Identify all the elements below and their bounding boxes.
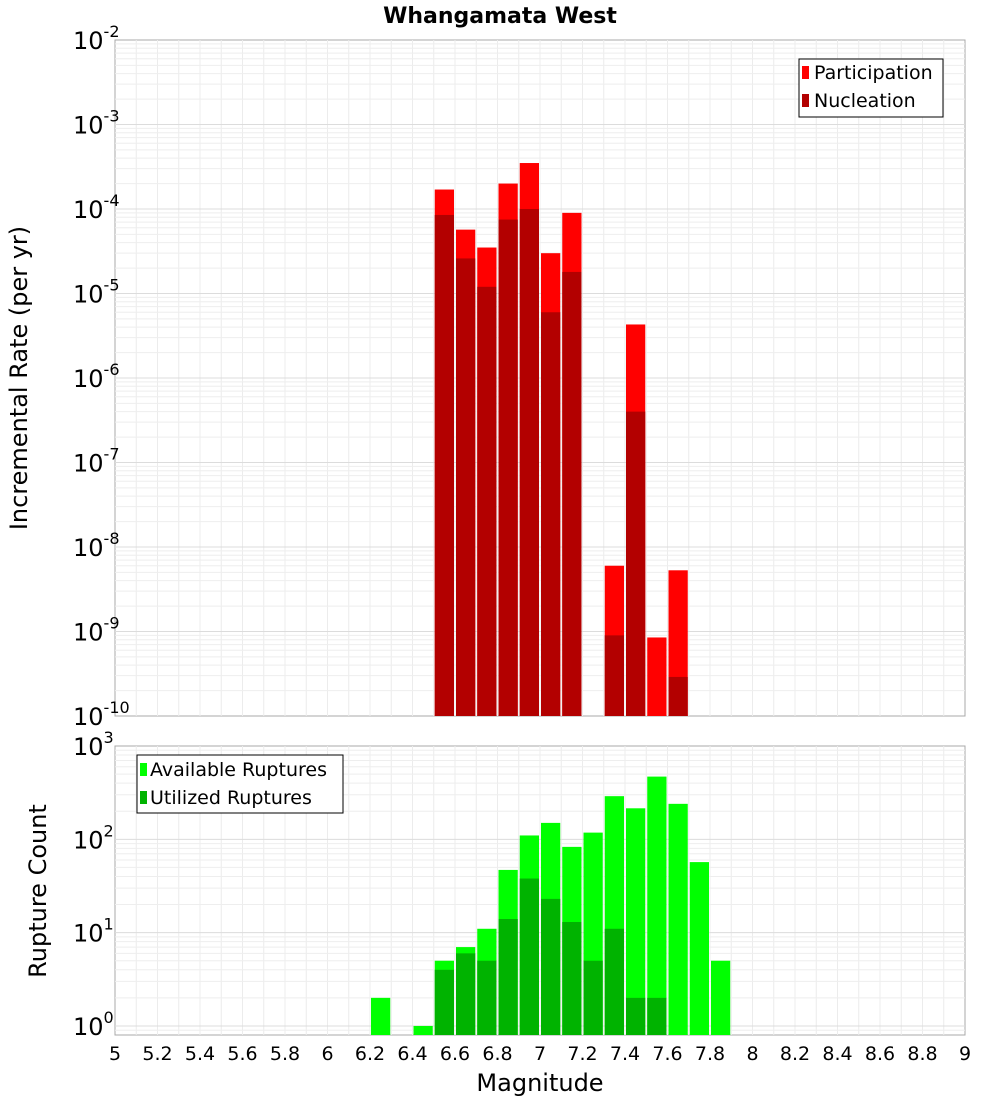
legend-label-nucleation: Nucleation xyxy=(814,90,916,112)
x-tick-label: 5.4 xyxy=(185,1043,215,1065)
bar-nucleation xyxy=(541,312,561,716)
bar-utilized-ruptures xyxy=(477,960,497,1035)
bar-utilized-ruptures xyxy=(498,919,518,1035)
x-tick-label: 7.4 xyxy=(610,1043,640,1065)
y-tick-label: 101 xyxy=(73,915,114,948)
x-tick-labels: 5 5.2 5.4 5.6 5.8 6 6.2 6.4 6.6 6.8 7 7.2 7.4 7.6 7.8 8… xyxy=(109,1043,971,1065)
y-tick-label: 10-3 xyxy=(73,107,120,140)
bar-utilized-ruptures xyxy=(541,898,561,1035)
x-axis-label: Magnitude xyxy=(476,1069,603,1097)
top-chart: 10-10 10-9 10-8 10-7 10-6 10-5 10-4 10-3 10-2 In… xyxy=(5,22,966,731)
y-tick-label: 10-9 xyxy=(73,614,120,647)
bar-utilized-ruptures xyxy=(626,997,646,1035)
bar-nucleation xyxy=(668,676,688,716)
bottom-chart: 100 101 102 103 5 5.2 5.4 5.6 5.8 6 6.2 6.4 6.6 6.8 7… xyxy=(24,728,971,1097)
bar-nucleation xyxy=(604,635,624,716)
x-tick-label: 5 xyxy=(109,1043,121,1065)
bar-nucleation xyxy=(477,286,497,716)
legend-swatch-utilized xyxy=(140,791,147,804)
bottom-legend-box xyxy=(136,754,344,814)
bar-available-ruptures xyxy=(413,1025,433,1035)
x-tick-label: 6.6 xyxy=(440,1043,470,1065)
top-y-axis-label: Incremental Rate (per yr) xyxy=(5,226,33,530)
bar-utilized-ruptures xyxy=(519,878,539,1035)
top-y-tick-labels: 10-10 10-9 10-8 10-7 10-6 10-5 10-4 10-3 10-2 xyxy=(73,22,130,731)
bottom-y-tick-labels: 100 101 102 103 xyxy=(73,728,114,1041)
bar-participation xyxy=(647,637,667,716)
legend-swatch-nucleation xyxy=(802,94,809,107)
x-tick-label: 6.8 xyxy=(482,1043,512,1065)
x-tick-label: 9 xyxy=(959,1043,971,1065)
bottom-gridlines xyxy=(115,746,965,1035)
y-tick-label: 103 xyxy=(73,728,114,761)
bottom-legend: Available Ruptures Utilized Ruptures xyxy=(136,754,344,814)
bar-nucleation xyxy=(562,271,582,716)
y-tick-label: 102 xyxy=(73,821,114,854)
bar-available-ruptures xyxy=(647,776,667,1035)
y-tick-label: 10-10 xyxy=(73,698,130,731)
bar-nucleation xyxy=(456,258,476,716)
x-tick-label: 5.8 xyxy=(270,1043,300,1065)
x-tick-label: 7.2 xyxy=(567,1043,597,1065)
bar-utilized-ruptures xyxy=(434,969,454,1035)
bottom-bars xyxy=(371,776,731,1035)
x-tick-label: 6 xyxy=(321,1043,333,1065)
y-tick-label: 10-5 xyxy=(73,276,120,309)
bar-available-ruptures xyxy=(626,808,646,1035)
x-tick-label: 8.2 xyxy=(780,1043,810,1065)
x-tick-label: 8 xyxy=(746,1043,758,1065)
y-tick-label: 10-6 xyxy=(73,360,120,393)
y-tick-label: 10-2 xyxy=(73,22,120,55)
legend-label-available: Available Ruptures xyxy=(150,759,327,781)
y-tick-label: 10-8 xyxy=(73,529,120,562)
legend-swatch-available xyxy=(140,763,147,776)
y-tick-label: 10-7 xyxy=(73,445,120,478)
bar-nucleation xyxy=(626,411,646,716)
bar-nucleation xyxy=(519,209,539,716)
bar-nucleation xyxy=(498,219,518,717)
x-tick-label: 6.4 xyxy=(397,1043,427,1065)
bar-available-ruptures xyxy=(668,803,688,1035)
x-tick-label: 5.6 xyxy=(227,1043,257,1065)
x-tick-label: 7.6 xyxy=(652,1043,682,1065)
top-bars xyxy=(434,163,688,717)
bar-available-ruptures xyxy=(689,862,709,1035)
bottom-y-axis-label: Rupture Count xyxy=(24,804,52,978)
bar-available-ruptures xyxy=(371,997,391,1035)
bar-nucleation xyxy=(434,214,454,716)
top-legend-box xyxy=(798,58,944,118)
bar-utilized-ruptures xyxy=(647,997,667,1035)
x-tick-label: 7 xyxy=(534,1043,546,1065)
bar-utilized-ruptures xyxy=(604,928,624,1035)
chart-title: Whangamata West xyxy=(383,4,617,29)
bar-utilized-ruptures xyxy=(562,922,582,1035)
bar-utilized-ruptures xyxy=(456,953,476,1035)
x-tick-label: 8.6 xyxy=(865,1043,895,1065)
x-tick-label: 8.8 xyxy=(907,1043,937,1065)
bar-utilized-ruptures xyxy=(583,960,603,1035)
top-legend: Participation Nucleation xyxy=(798,58,944,118)
x-tick-label: 8.4 xyxy=(822,1043,852,1065)
legend-swatch-participation xyxy=(802,66,809,79)
bar-available-ruptures xyxy=(711,960,731,1035)
x-tick-label: 6.2 xyxy=(355,1043,385,1065)
y-tick-label: 100 xyxy=(73,1008,114,1041)
legend-label-utilized: Utilized Ruptures xyxy=(150,787,312,809)
legend-label-participation: Participation xyxy=(814,62,933,84)
x-tick-label: 5.2 xyxy=(142,1043,172,1065)
y-tick-label: 10-4 xyxy=(73,191,120,224)
top-gridlines xyxy=(115,40,965,716)
x-tick-label: 7.8 xyxy=(695,1043,725,1065)
